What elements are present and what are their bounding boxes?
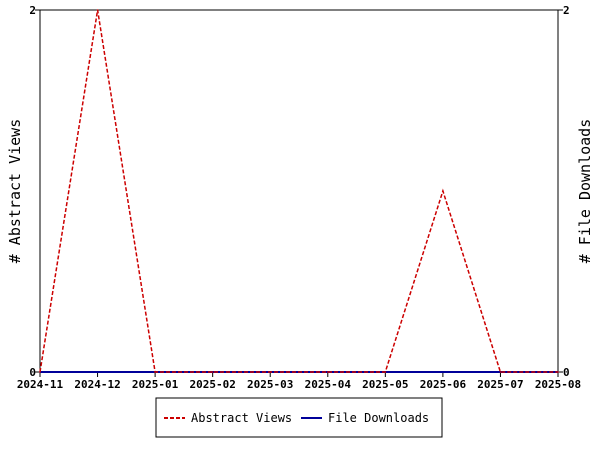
right-y-tick-label: 0 <box>563 366 570 379</box>
legend: Abstract Views File Downloads <box>155 397 443 438</box>
x-tick-label: 2024-11 <box>17 378 64 391</box>
plot-frame <box>39 9 559 373</box>
data-point-abstract-views <box>557 371 559 373</box>
data-point-abstract-views <box>499 371 502 373</box>
data-point-abstract-views <box>269 371 272 373</box>
x-tick-label: 2025-02 <box>189 378 235 391</box>
x-tick-label: 2025-04 <box>305 378 352 391</box>
legend-box <box>155 397 443 438</box>
right-axis-title: # File Downloads <box>576 119 594 264</box>
data-point-file-downloads <box>442 371 444 373</box>
data-point-file-downloads <box>96 371 99 373</box>
x-tick-label: 2025-07 <box>477 378 523 391</box>
data-point-abstract-views <box>154 371 156 373</box>
series-line-abstract-views <box>39 9 558 373</box>
data-point-abstract-views <box>326 371 329 373</box>
left-axis-title: # Abstract Views <box>6 119 24 264</box>
x-tick-label: 2025-08 <box>535 378 581 391</box>
x-tick-label: 2025-03 <box>247 378 293 391</box>
legend-label: File Downloads <box>328 411 429 425</box>
right-y-tick-label: 2 <box>563 4 570 17</box>
x-tick-label: 2025-05 <box>362 378 408 391</box>
data-point-abstract-views <box>39 371 41 373</box>
left-y-tick-label: 0 <box>29 366 36 379</box>
legend-label: Abstract Views <box>191 411 292 425</box>
data-point-abstract-views <box>384 371 387 373</box>
series-layer <box>39 9 559 373</box>
axes: 2024-11 2024-12 2025-01 2025-02 2025-03 2025-… <box>17 4 581 391</box>
x-tick-label: 2025-06 <box>420 378 467 391</box>
x-tick-label: 2024-12 <box>74 378 120 391</box>
data-point-abstract-views <box>96 9 99 11</box>
x-tick-label: 2025-01 <box>132 378 179 391</box>
left-y-tick-label: 2 <box>29 4 36 17</box>
data-point-abstract-views <box>442 190 444 192</box>
data-point-abstract-views <box>211 371 214 373</box>
